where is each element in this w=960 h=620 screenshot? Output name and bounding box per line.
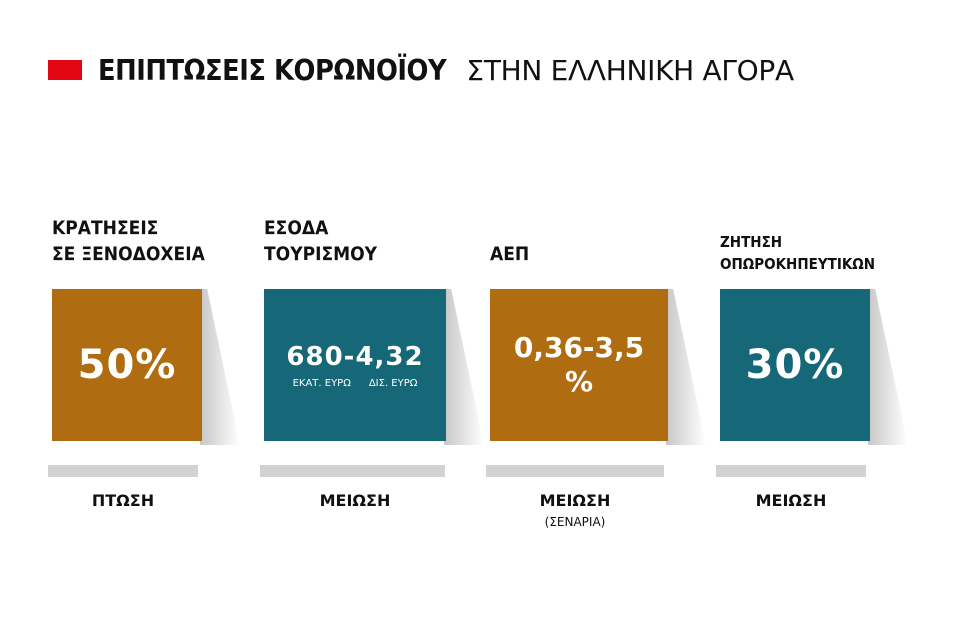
stat-box-wrapper: 0,36-3,5 %: [490, 289, 706, 445]
box-shadow: [200, 289, 240, 445]
card-heading-line2: ΣΕ ΞΕΝΟΔΟΧΕΙΑ: [52, 243, 205, 265]
stat-box-wrapper: 50%: [52, 289, 240, 445]
stat-value: 30%: [745, 342, 845, 388]
card-hotel-bookings: ΚΡΑΤΗΣΕΙΣ ΣΕ ΞΕΝΟΔΟΧΕΙΑ 50% ΠΤΩΣΗ: [48, 205, 278, 535]
card-heading-line2: ΟΠΩΡΟΚΗΠΕΥΤΙΚΩΝ: [720, 255, 876, 273]
title-red-marker: [48, 60, 82, 80]
stat-sub-label: (ΣΕΝΑΡΙΑ): [544, 515, 606, 529]
stat-box-wrapper: 30%: [720, 289, 908, 445]
card-heading-line1: ΑΕΠ: [490, 243, 530, 265]
stat-label: ΜΕΙΩΣΗ: [539, 491, 611, 510]
stat-label: ΠΤΩΣΗ: [91, 491, 155, 510]
box-shadow: [666, 289, 706, 445]
stat-box: 50%: [52, 289, 202, 441]
page-title: ΕΠΙΠΤΩΣΕΙΣ ΚΟΡΩΝΟΪΟΥ ΣΤΗΝ ΕΛΛΗΝΙΚΗ ΑΓΟΡΑ: [48, 50, 794, 90]
card-heading: ΕΣΟΔΑ ΤΟΥΡΙΣΜΟΥ: [264, 215, 377, 267]
stat-box: 30%: [720, 289, 870, 441]
stat-value-line1: 0,36-3,5: [513, 331, 645, 364]
title-bold-text: ΕΠΙΠΤΩΣΕΙΣ ΚΟΡΩΝΟΪΟΥ: [98, 53, 447, 87]
stat-value: 680-4,32: [286, 341, 424, 372]
card-heading: ΚΡΑΤΗΣΕΙΣ ΣΕ ΞΕΝΟΔΟΧΕΙΑ: [52, 215, 205, 267]
stat-box: 680-4,32 ΕΚΑΤ. ΕΥΡΩ ΔΙΣ. ΕΥΡΩ: [264, 289, 446, 441]
divider-bar: [716, 465, 866, 477]
stat-box: 0,36-3,5 %: [490, 289, 668, 441]
card-heading-line1: ΖΗΤΗΣΗ: [720, 233, 783, 251]
card-heading: ΖΗΤΗΣΗ ΟΠΩΡΟΚΗΠΕΥΤΙΚΩΝ: [720, 231, 875, 275]
card-heading-line1: ΚΡΑΤΗΣΕΙΣ: [52, 217, 159, 239]
divider-bar: [260, 465, 445, 477]
stat-label: ΜΕΙΩΣΗ: [755, 491, 827, 510]
card-gdp: ΑΕΠ 0,36-3,5 % ΜΕΙΩΣΗ (ΣΕΝΑΡΙΑ): [486, 205, 716, 535]
stat-box-wrapper: 680-4,32 ΕΚΑΤ. ΕΥΡΩ ΔΙΣ. ΕΥΡΩ: [264, 289, 484, 445]
divider-bar: [48, 465, 198, 477]
stat-units: ΕΚΑΤ. ΕΥΡΩ ΔΙΣ. ΕΥΡΩ: [293, 378, 418, 389]
stat-value-line2: %: [564, 365, 594, 398]
card-heading-line2: ΤΟΥΡΙΣΜΟΥ: [264, 243, 378, 265]
divider-bar: [486, 465, 664, 477]
card-tourism-revenue: ΕΣΟΔΑ ΤΟΥΡΙΣΜΟΥ 680-4,32 ΕΚΑΤ. ΕΥΡΩ ΔΙΣ.…: [260, 205, 490, 535]
stat-label: ΜΕΙΩΣΗ: [319, 491, 391, 510]
unit-million-euro: ΕΚΑΤ. ΕΥΡΩ: [292, 377, 351, 389]
box-shadow: [444, 289, 484, 445]
stat-value: 50%: [77, 342, 177, 388]
card-produce-demand: ΖΗΤΗΣΗ ΟΠΩΡΟΚΗΠΕΥΤΙΚΩΝ 30% ΜΕΙΩΣΗ: [716, 205, 946, 535]
card-heading: ΑΕΠ: [490, 241, 529, 267]
title-light-text: ΣΤΗΝ ΕΛΛΗΝΙΚΗ ΑΓΟΡΑ: [466, 53, 794, 87]
stat-value: 0,36-3,5 %: [514, 331, 644, 399]
card-heading-line1: ΕΣΟΔΑ: [264, 217, 329, 239]
box-shadow: [868, 289, 908, 445]
unit-billion-euro: ΔΙΣ. ΕΥΡΩ: [368, 377, 418, 389]
